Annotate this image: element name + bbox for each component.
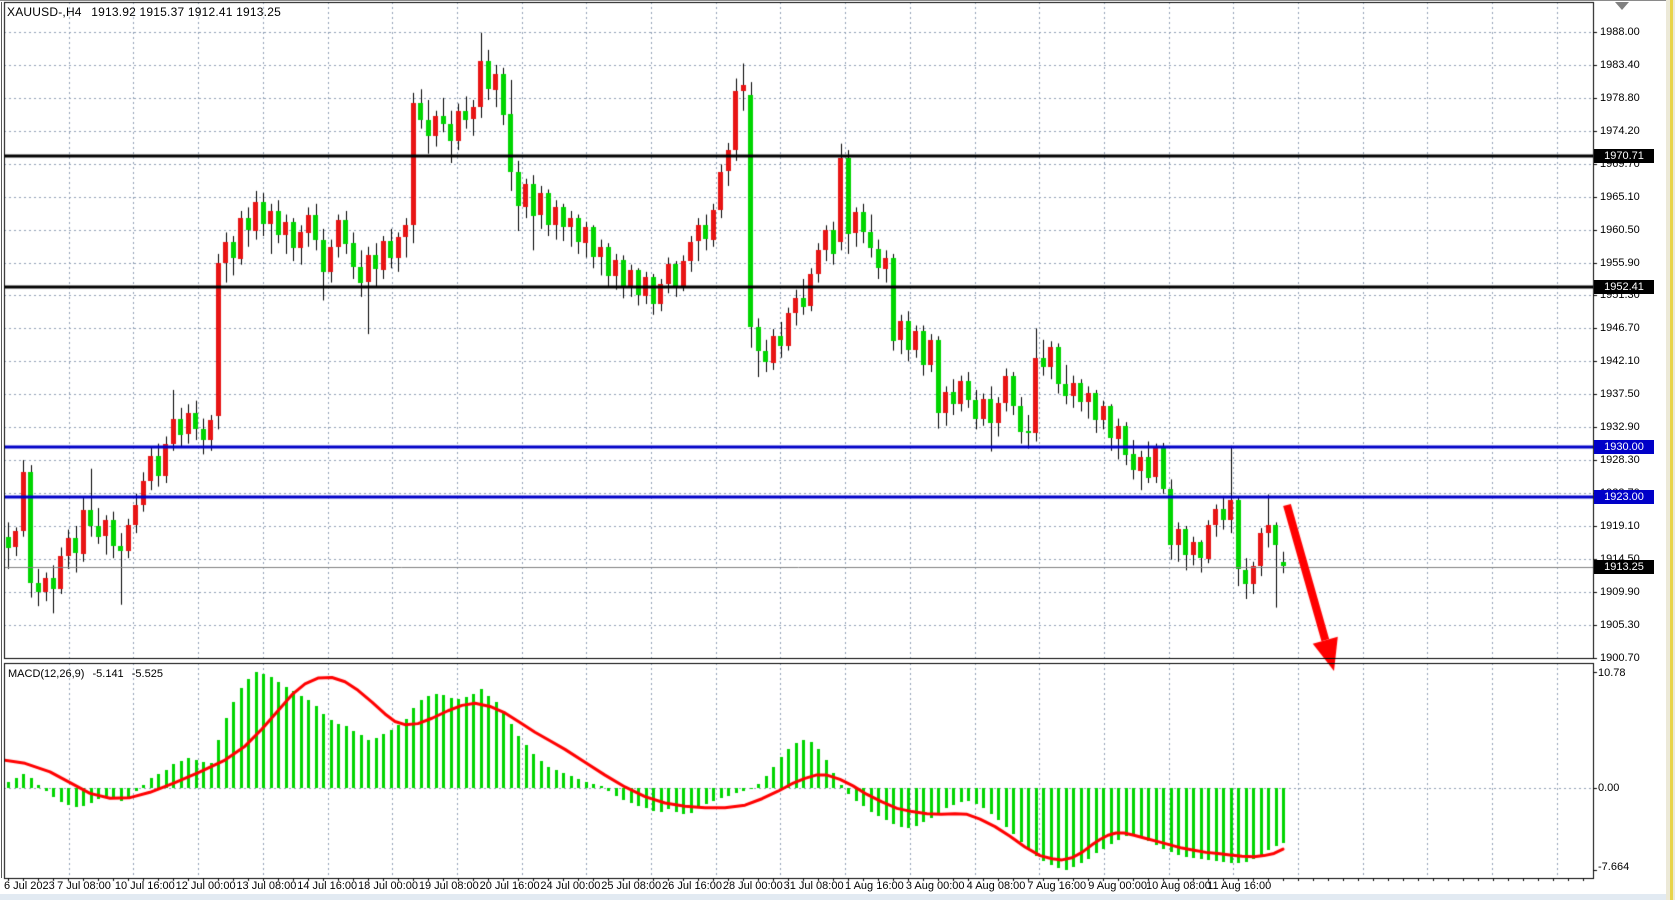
price-axis-label: 1978.80	[1600, 91, 1640, 104]
symbol-ohlc-readout: XAUUSD-,H4 1913.92 1915.37 1912.41 1913.…	[7, 6, 281, 19]
time-axis-label: 26 Jul 16:00	[662, 880, 722, 892]
price-axis-label: 1965.10	[1600, 190, 1640, 203]
time-axis-label: 28 Jul 00:00	[722, 880, 783, 892]
price-axis-label: 1946.70	[1600, 322, 1640, 335]
time-axis-label: 10 Aug 08:00	[1145, 880, 1211, 892]
price-tag-1970.71: 1970.71	[1594, 148, 1654, 163]
time-axis-label: 31 Jul 08:00	[783, 880, 844, 892]
price-axis-label: 1905.30	[1600, 618, 1640, 631]
time-axis-label: 6 Jul 2023	[4, 880, 55, 892]
price-tag-1952.41: 1952.41	[1594, 279, 1654, 294]
time-axis-label: 9 Aug 00:00	[1088, 880, 1147, 892]
macd-indicator-readout: MACD(12,26,9) -5.141 -5.525	[8, 668, 163, 681]
price-axis-label: 1919.10	[1600, 519, 1640, 532]
price-axis-label: 1960.50	[1600, 223, 1640, 236]
ohlc-values: 1913.92 1915.37 1912.41 1913.25	[91, 5, 281, 19]
price-axis-label: 1937.50	[1600, 388, 1640, 401]
price-tag-1930.00: 1930.00	[1594, 440, 1654, 455]
time-axis-label: 7 Aug 16:00	[1027, 880, 1087, 892]
time-axis-label: 10 Jul 16:00	[114, 880, 175, 892]
price-axis-label: 1942.10	[1600, 355, 1640, 368]
window-right-accent-line	[1670, 0, 1673, 900]
price-axis-label: 1988.00	[1600, 26, 1640, 38]
time-axis-label: 7 Jul 08:00	[57, 880, 111, 892]
price-axis-label: 1928.30	[1600, 454, 1640, 467]
time-axis-label: 24 Jul 00:00	[540, 880, 601, 892]
window-bottom-gutter	[0, 894, 1666, 900]
macd-indicator-label: MACD(12,26,9)	[8, 668, 85, 680]
chart-shift-marker-icon[interactable]	[1615, 2, 1629, 10]
time-axis-label: 11 Aug 16:00	[1207, 880, 1272, 892]
price-tag-1923.00: 1923.00	[1594, 490, 1654, 505]
window-top-border	[0, 0, 1675, 1]
price-axis-label: 1909.90	[1600, 585, 1640, 598]
price-axis-label: 1900.70	[1600, 651, 1640, 664]
time-axis-label: 1 Aug 16:00	[845, 880, 904, 892]
time-axis-label: 19 Jul 08:00	[418, 880, 479, 892]
macd-signal-value: -5.525	[131, 668, 163, 680]
time-axis-label: 14 Jul 16:00	[297, 880, 358, 892]
symbol-period-label: XAUUSD-,H4	[7, 5, 82, 19]
price-axis-label: 1983.40	[1600, 58, 1640, 71]
chart-left-border	[1, 2, 2, 878]
price-axis-label: 1932.90	[1600, 421, 1640, 434]
price-tag-1913.25: 1913.25	[1594, 560, 1654, 575]
macd-main-value: -5.141	[92, 668, 124, 680]
macd-axis-zero-label: 0.00	[1598, 782, 1620, 794]
price-axis-label: 1955.90	[1600, 256, 1640, 269]
time-axis-label: 4 Aug 08:00	[966, 880, 1026, 892]
time-axis-label: 25 Jul 08:00	[601, 880, 662, 892]
time-axis-label: 18 Jul 00:00	[358, 880, 418, 892]
price-axis-label: 1974.20	[1600, 124, 1640, 137]
time-axis-label: 20 Jul 16:00	[479, 880, 540, 892]
macd-axis-max-label: 10.78	[1598, 667, 1626, 679]
time-axis-label: 12 Jul 00:00	[175, 880, 236, 892]
macd-axis-min-label: -7.664	[1598, 861, 1630, 873]
time-axis-label: 3 Aug 00:00	[905, 880, 965, 892]
time-axis-label: 13 Jul 08:00	[236, 880, 297, 892]
